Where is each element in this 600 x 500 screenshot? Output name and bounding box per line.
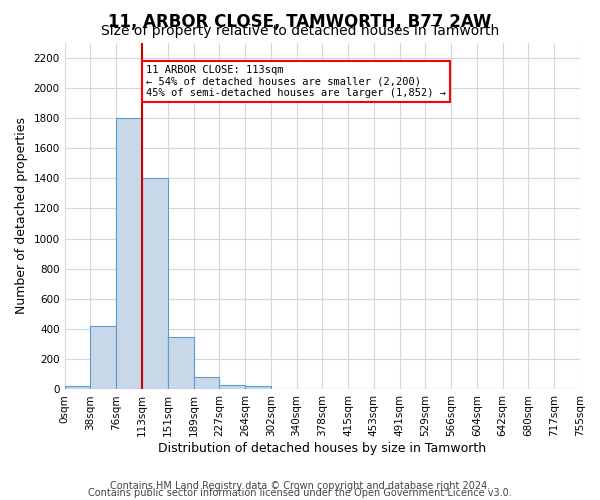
Text: Size of property relative to detached houses in Tamworth: Size of property relative to detached ho…	[101, 24, 499, 38]
X-axis label: Distribution of detached houses by size in Tamworth: Distribution of detached houses by size …	[158, 442, 487, 455]
Text: 11 ARBOR CLOSE: 113sqm
← 54% of detached houses are smaller (2,200)
45% of semi-: 11 ARBOR CLOSE: 113sqm ← 54% of detached…	[146, 65, 446, 98]
Y-axis label: Number of detached properties: Number of detached properties	[15, 118, 28, 314]
Bar	[91, 326, 116, 390]
Bar	[245, 386, 271, 390]
Bar	[142, 178, 168, 390]
Bar	[168, 336, 193, 390]
Text: Contains HM Land Registry data © Crown copyright and database right 2024.: Contains HM Land Registry data © Crown c…	[110, 481, 490, 491]
Bar	[193, 378, 219, 390]
Text: 11, ARBOR CLOSE, TAMWORTH, B77 2AW: 11, ARBOR CLOSE, TAMWORTH, B77 2AW	[109, 12, 491, 30]
Text: Contains public sector information licensed under the Open Government Licence v3: Contains public sector information licen…	[88, 488, 512, 498]
Bar	[65, 386, 91, 390]
Bar	[219, 385, 245, 390]
Bar	[116, 118, 142, 390]
